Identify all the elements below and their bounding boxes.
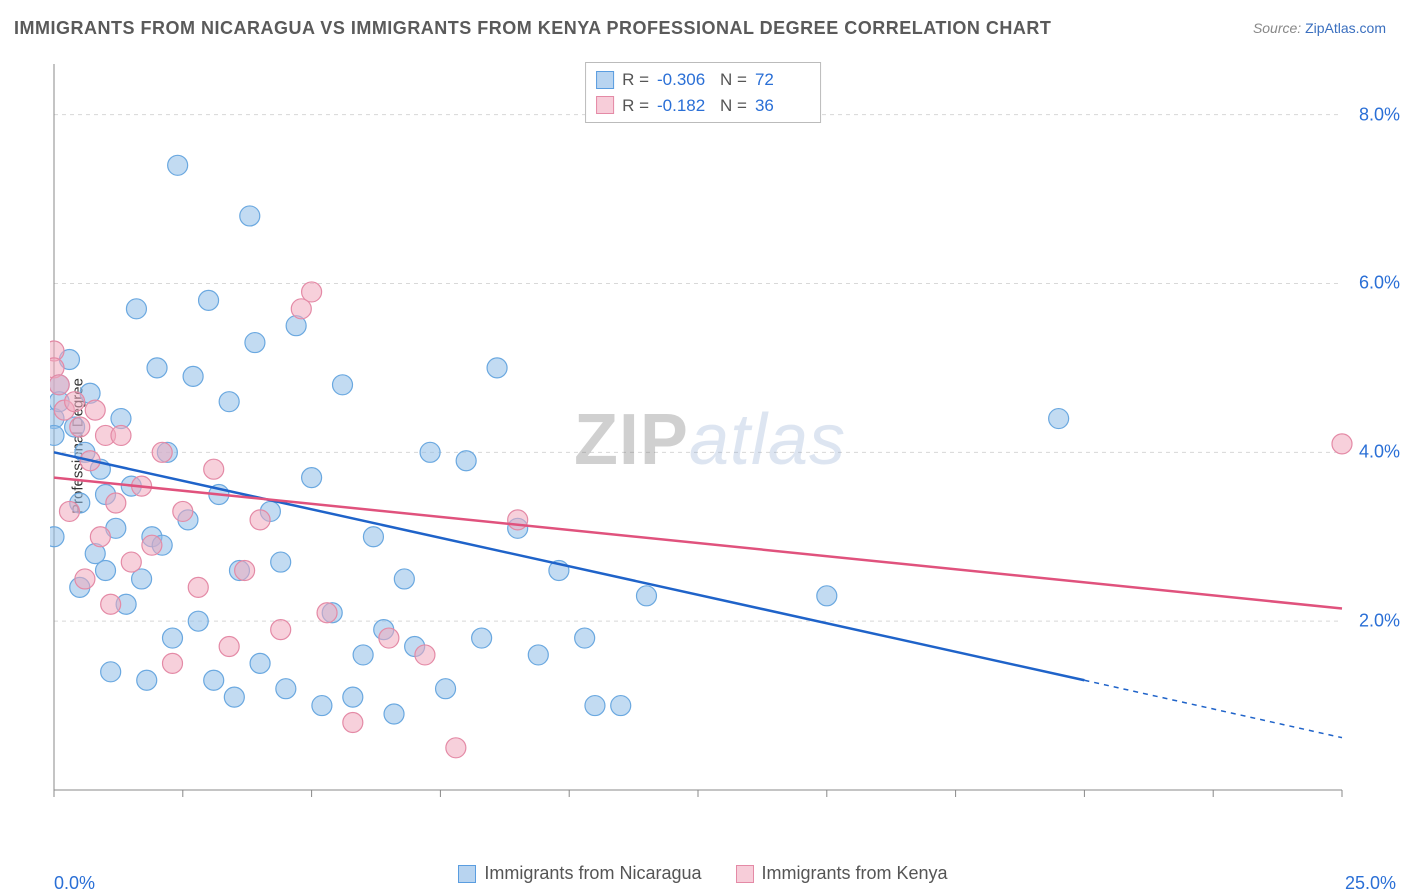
legend-stats-row: R = -0.182 N = 36 <box>596 93 810 119</box>
legend-label: Immigrants from Nicaragua <box>484 863 701 884</box>
chart-area: ZIPatlas <box>50 60 1370 820</box>
r-label: R = <box>622 67 649 93</box>
legend-swatch-icon <box>596 71 614 89</box>
legend-label: Immigrants from Kenya <box>762 863 948 884</box>
legend-swatch-icon <box>736 865 754 883</box>
legend-series: Immigrants from Nicaragua Immigrants fro… <box>0 863 1406 884</box>
n-value: 72 <box>755 67 810 93</box>
r-label: R = <box>622 93 649 119</box>
legend-stats-box: R = -0.306 N = 72 R = -0.182 N = 36 <box>585 62 821 123</box>
legend-swatch-icon <box>458 865 476 883</box>
scatter-chart-svg <box>50 60 1370 820</box>
legend-item: Immigrants from Nicaragua <box>458 863 701 884</box>
source-label: Source: <box>1253 20 1305 36</box>
n-label: N = <box>720 93 747 119</box>
y-tick-label: 8.0% <box>1359 104 1400 125</box>
y-tick-label: 4.0% <box>1359 442 1400 463</box>
r-value: -0.306 <box>657 67 712 93</box>
n-label: N = <box>720 67 747 93</box>
x-tick-label: 25.0% <box>1345 873 1396 894</box>
y-tick-label: 6.0% <box>1359 273 1400 294</box>
n-value: 36 <box>755 93 810 119</box>
legend-swatch-icon <box>596 96 614 114</box>
x-tick-label: 0.0% <box>54 873 95 894</box>
chart-title: IMMIGRANTS FROM NICARAGUA VS IMMIGRANTS … <box>14 18 1051 39</box>
r-value: -0.182 <box>657 93 712 119</box>
legend-stats-row: R = -0.306 N = 72 <box>596 67 810 93</box>
y-tick-label: 2.0% <box>1359 611 1400 632</box>
source-value: ZipAtlas.com <box>1305 20 1386 36</box>
legend-item: Immigrants from Kenya <box>736 863 948 884</box>
source-attribution: Source: ZipAtlas.com <box>1253 20 1386 36</box>
